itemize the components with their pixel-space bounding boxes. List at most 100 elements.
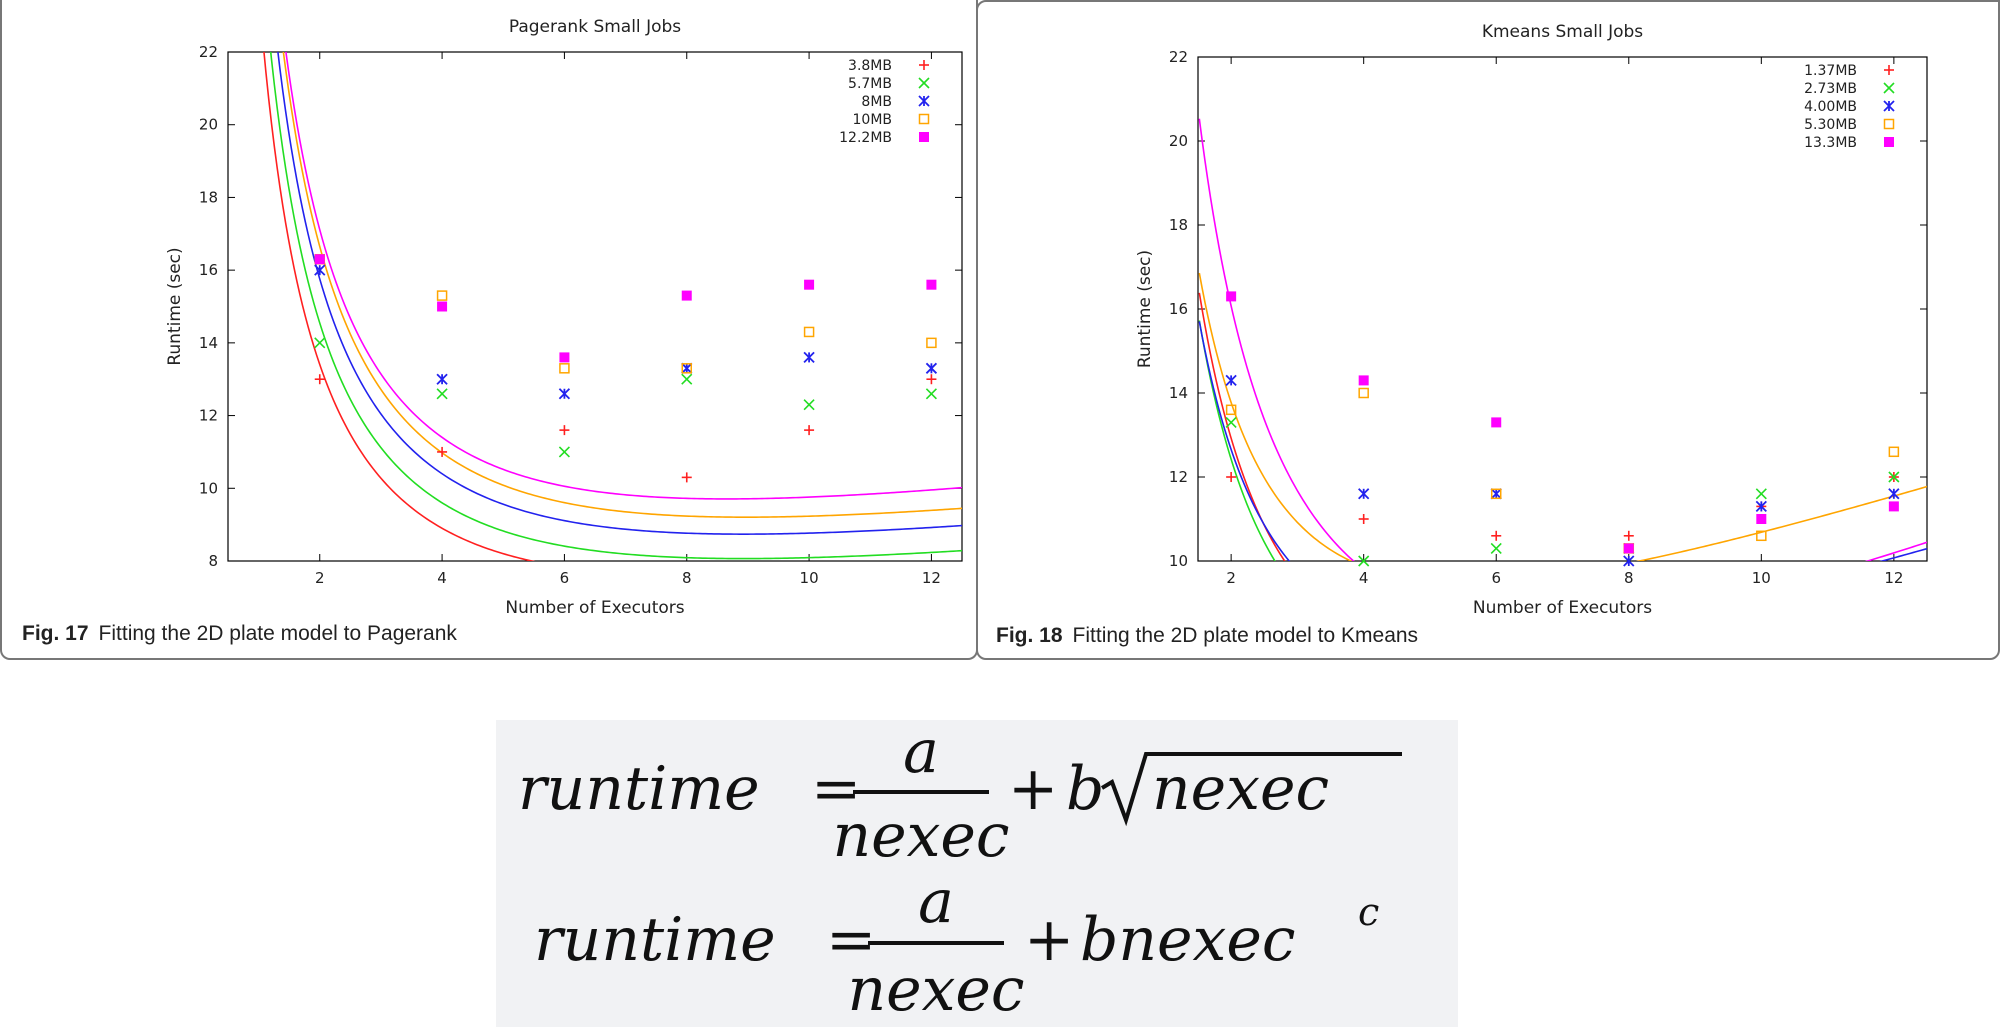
kmeans-fit-curve-2 — [1198, 321, 1927, 561]
kmeans-point-s0-2 — [1491, 530, 1502, 541]
pagerank-fit-curve-2 — [277, 52, 962, 535]
pagerank-point-s2-3 — [681, 362, 693, 374]
pagerank-point-s4-1 — [437, 301, 448, 312]
pagerank-y-tick-label-7: 22 — [199, 43, 218, 61]
eq2-term: bnexec — [1080, 905, 1296, 975]
eq1-numerator: a — [903, 720, 939, 787]
kmeans-legend: 1.37MB 2.73MB 4.00MB 5.30MB 13.3MB — [1804, 63, 1895, 151]
pagerank-point-s3-5 — [926, 337, 937, 349]
pagerank-point-s2-5 — [925, 362, 938, 374]
figure-18-caption-text: Fitting the 2D plate model to Kmeans — [1072, 624, 1419, 647]
kmeans-y-tick-label-0: 10 — [1169, 552, 1188, 570]
eq1-plus: + — [1008, 754, 1058, 824]
kmeans-y-axis-label: Runtime (sec) — [1135, 250, 1155, 368]
pagerank-legend-marker-3 — [918, 113, 930, 125]
kmeans-legend-label-4: 13.3MB — [1804, 135, 1857, 151]
kmeans-point-s4-0 — [1226, 291, 1237, 302]
pagerank-y-tick-label-3: 14 — [199, 334, 218, 352]
kmeans-point-s3-5 — [1888, 446, 1900, 458]
kmeans-y-tick-label-4: 18 — [1169, 216, 1188, 234]
kmeans-point-s3-2 — [1490, 488, 1502, 500]
kmeans-point-s2-2 — [1490, 488, 1502, 500]
pagerank-point-s1-5-d2 — [925, 388, 937, 400]
pagerank-fit-curves — [263, 52, 962, 561]
formula-svg: runtime = a nexec + b nexec runtime = a … — [518, 720, 1402, 1025]
pagerank-x-axis-label: Number of Executors — [505, 598, 684, 618]
eq2-equals: = — [826, 905, 876, 975]
pagerank-point-s2-4 — [803, 351, 815, 364]
kmeans-x-tick-label-1: 4 — [1359, 569, 1369, 587]
pagerank-point-s1-4 — [803, 399, 815, 411]
pagerank-point-s3-3 — [681, 363, 692, 374]
pagerank-point-s4-3 — [681, 290, 692, 301]
pagerank-x-tick-label-0: 2 — [315, 569, 325, 587]
pagerank-legend: 3.8MB 5.7MB 8MB 10MB 12.2MB — [839, 58, 930, 146]
figure-18-label: Fig. 18 — [996, 624, 1063, 647]
kmeans-legend-marker-0 — [1884, 65, 1894, 75]
kmeans-point-s3-0 — [1225, 404, 1237, 416]
equation-1: runtime = a nexec + b nexec — [518, 720, 1402, 871]
figure-18-panel: Kmeans Small Jobs 2 4 6 8 10 12 10 12 14 16 18 20 22 N… — [976, 0, 2000, 660]
kmeans-point-s2-1 — [1358, 488, 1370, 500]
kmeans-point-s1-2-d2 — [1490, 542, 1502, 554]
pagerank-point-s1-4-d2 — [803, 399, 815, 411]
figure-17-caption-text: Fitting the 2D plate model to Pagerank — [98, 622, 457, 645]
kmeans-point-s4-2 — [1491, 417, 1502, 428]
pagerank-point-s1-0 — [314, 337, 326, 349]
pagerank-fit-curve-0 — [263, 52, 536, 561]
kmeans-point-s1-1-d2 — [1358, 555, 1370, 567]
pagerank-point-s0-1 — [437, 446, 448, 457]
kmeans-legend-marker-1 — [1883, 82, 1895, 94]
kmeans-fit-curve-4 — [1198, 118, 1927, 561]
pagerank-x-tick-label-4: 10 — [800, 569, 819, 587]
pagerank-legend-label-2: 8MB — [861, 94, 892, 110]
kmeans-y-tick-label-3: 16 — [1169, 300, 1188, 318]
pagerank-point-s1-2 — [558, 446, 570, 458]
eq2-lhs: runtime — [534, 905, 776, 975]
pagerank-plot-frame — [227, 51, 963, 562]
pagerank-fit-curve-1 — [269, 52, 962, 560]
kmeans-legend-marker-2 — [1883, 100, 1895, 112]
kmeans-point-s1-5-d2 — [1888, 471, 1900, 483]
kmeans-point-s1-0-d2 — [1225, 416, 1237, 428]
pagerank-y-tick-label-6: 20 — [199, 116, 218, 134]
pagerank-point-s0-0 — [314, 374, 325, 385]
kmeans-x-tick-label-3: 8 — [1624, 569, 1634, 587]
pagerank-y-tick-label-4: 16 — [199, 261, 218, 279]
pagerank-point-s0-5 — [926, 374, 937, 385]
pagerank-x-tick-label-2: 6 — [560, 569, 570, 587]
eq1-lhs: runtime — [518, 754, 760, 824]
kmeans-y-tick-label-2: 14 — [1169, 384, 1188, 402]
kmeans-y-tick-label-5: 20 — [1169, 132, 1188, 150]
pagerank-legend-marker-1-d2 — [918, 77, 930, 89]
eq1-denominator: nexec — [832, 801, 1009, 871]
kmeans-y-tick-label-6: 22 — [1169, 48, 1188, 66]
kmeans-point-s1-0 — [1225, 416, 1237, 428]
pagerank-legend-marker-2 — [918, 95, 930, 107]
kmeans-y-tick-label-1: 12 — [1169, 468, 1188, 486]
pagerank-y-tick-label-2: 12 — [199, 407, 218, 425]
kmeans-point-s0-1 — [1358, 514, 1369, 524]
pagerank-fit-curve-3 — [282, 52, 962, 518]
kmeans-point-s2-0 — [1225, 374, 1237, 387]
kmeans-point-s0-3 — [1623, 530, 1634, 541]
kmeans-fit-curves — [1198, 118, 1927, 561]
kmeans-x-tick-label-0: 2 — [1226, 569, 1236, 587]
kmeans-legend-marker-4 — [1884, 137, 1894, 147]
pagerank-x-tick-label-3: 8 — [682, 569, 692, 587]
pagerank-point-s3-1 — [436, 290, 448, 301]
pagerank-point-s0-4 — [804, 425, 815, 436]
pagerank-legend-label-0: 3.8MB — [848, 58, 892, 74]
kmeans-data-points — [1225, 291, 1900, 567]
pagerank-point-s0-3 — [681, 472, 692, 483]
pagerank-point-s1-0-d2 — [314, 337, 326, 349]
figure-17-caption: Fig. 17 Fitting the 2D plate model to Pag… — [22, 622, 457, 646]
kmeans-point-s3-4 — [1756, 530, 1767, 542]
pagerank-y-axis-label: Runtime (sec) — [165, 247, 185, 365]
pagerank-point-s2-1 — [436, 373, 448, 385]
pagerank-point-s1-3-d2 — [681, 373, 693, 385]
pagerank-y-tick-label-0: 8 — [208, 552, 218, 570]
pagerank-point-s0-2 — [559, 425, 570, 436]
formula-panel: runtime = a nexec + b nexec runtime = a … — [496, 720, 1458, 1027]
eq2-numerator: a — [918, 867, 954, 937]
